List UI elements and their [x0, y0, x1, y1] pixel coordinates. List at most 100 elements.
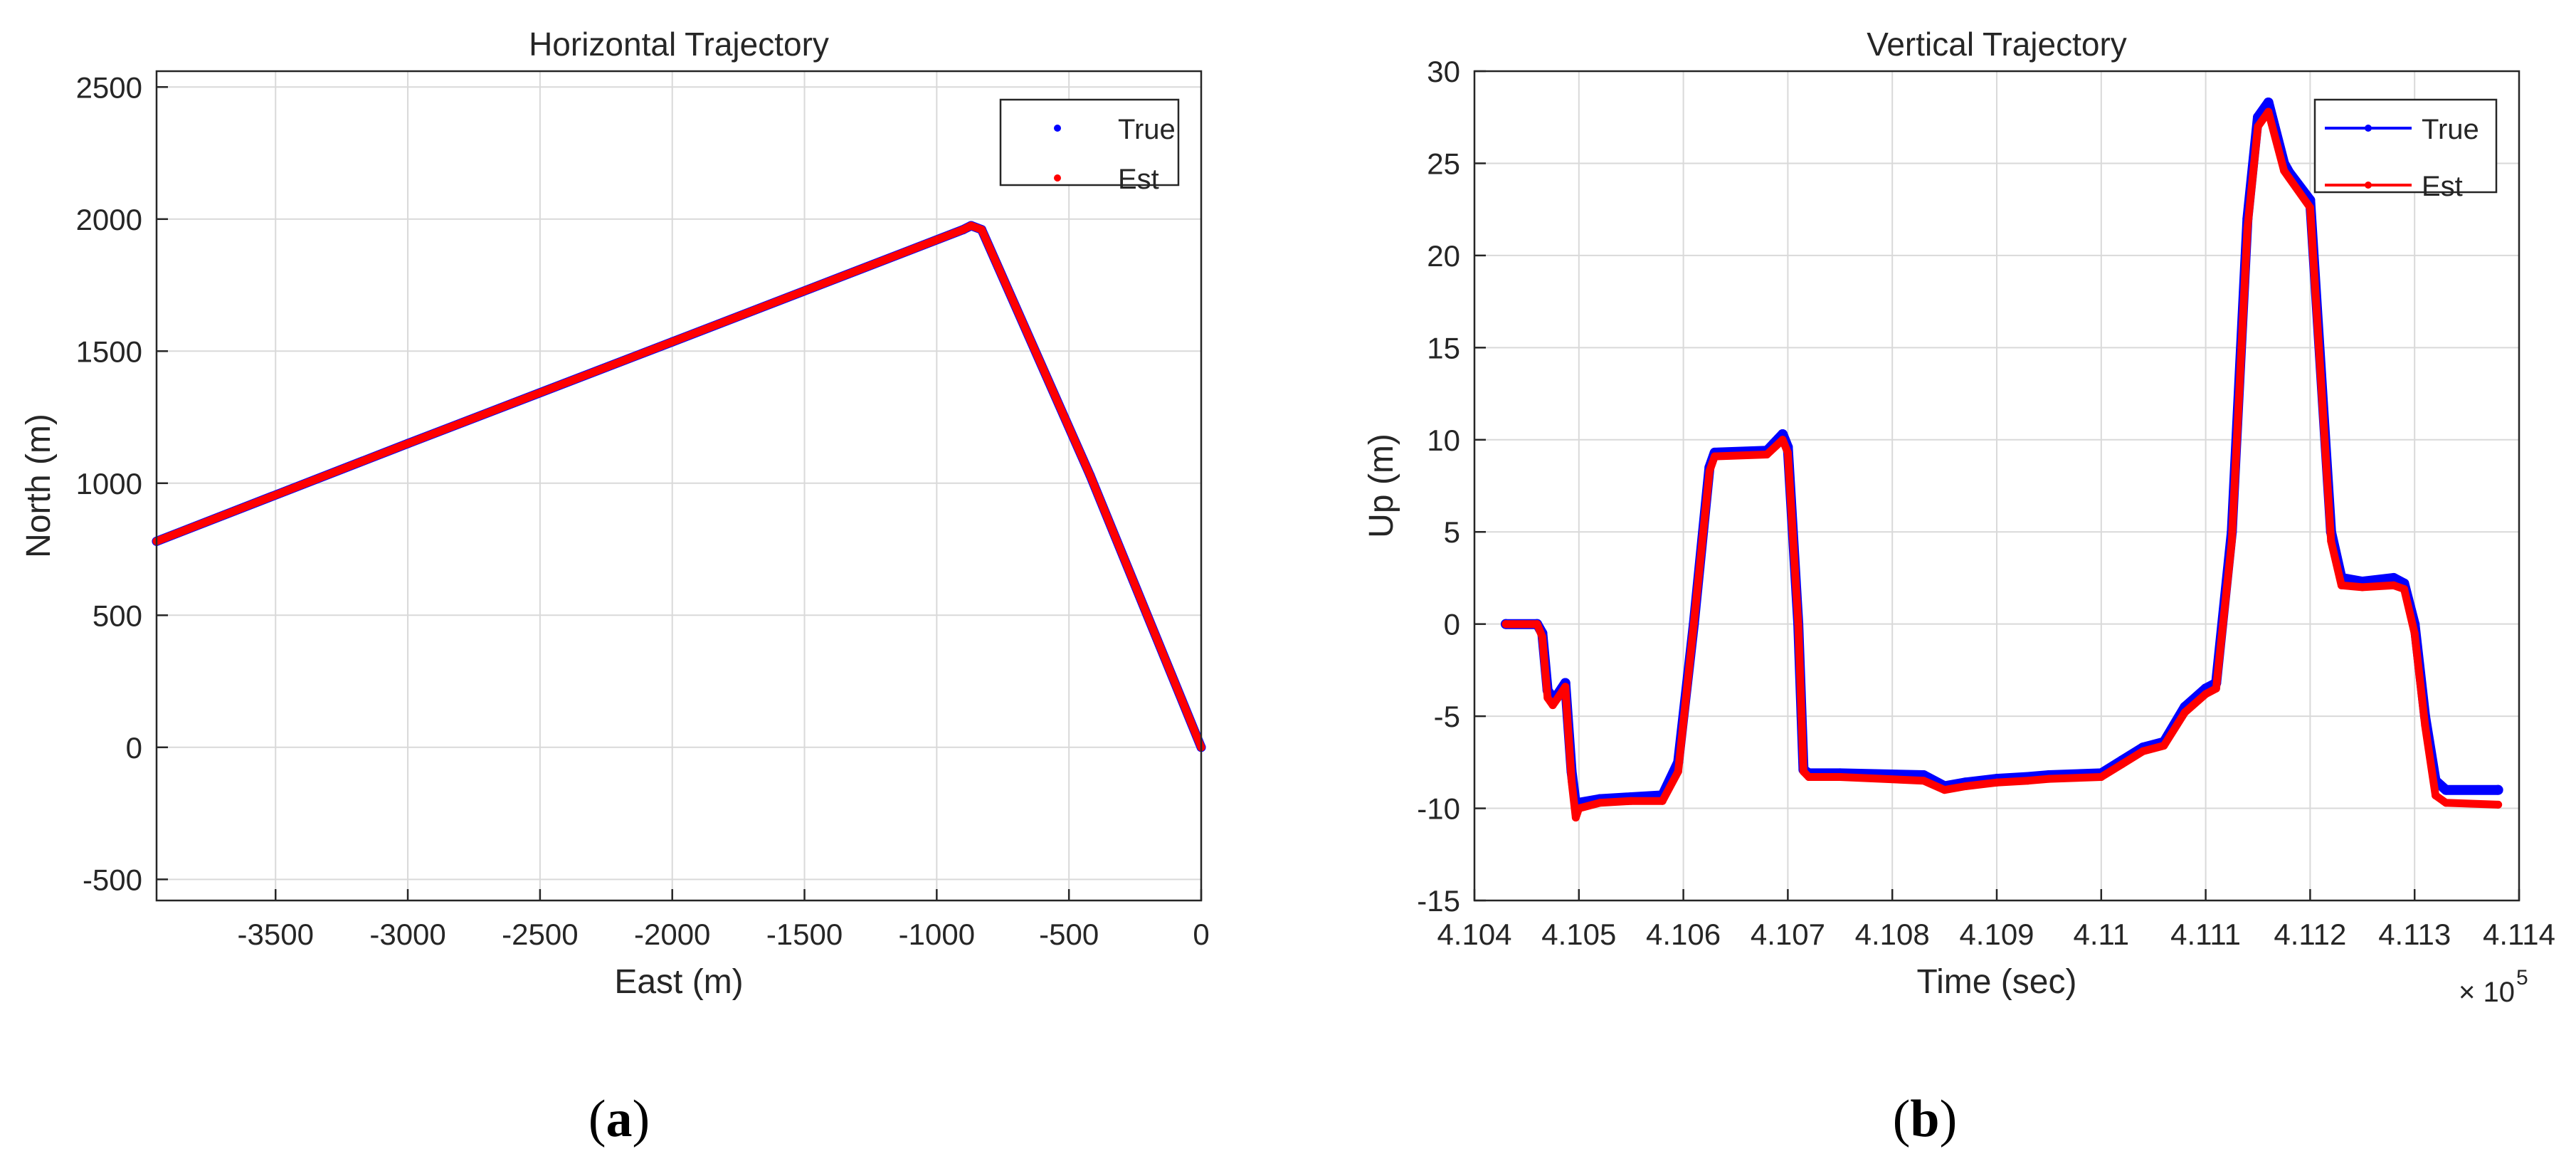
y-tick-label: 2000	[76, 203, 142, 236]
series-est-point	[1805, 773, 1813, 782]
series-est-point	[2160, 742, 2168, 750]
series-est-point	[2390, 581, 2398, 589]
series-est-point	[2044, 774, 2053, 783]
plot-area	[157, 71, 1201, 900]
y-tick-label: -15	[1417, 884, 1460, 918]
y-tick-label: 5	[1444, 515, 1460, 549]
x-tick-label: -2000	[634, 918, 710, 951]
legend-est-label: Est	[2422, 171, 2463, 202]
series-est-point	[1571, 814, 1580, 821]
series-est-point	[2180, 708, 2189, 717]
series-est-line	[152, 221, 1205, 752]
legend-true-marker	[1054, 125, 1061, 132]
series-est-point	[1595, 799, 1604, 807]
x-tick-label: 4.111	[2170, 918, 2241, 951]
legend-true-marker	[2365, 125, 2372, 132]
series-est-point	[2227, 537, 2236, 545]
series-est-point	[1533, 620, 1541, 629]
series-est-point	[967, 221, 976, 230]
series-true-point	[2493, 784, 2503, 795]
legend-est-marker	[1054, 174, 1061, 182]
series-est-point	[2212, 684, 2220, 693]
x-axis-multiplier-exponent: 5	[2516, 966, 2528, 989]
y-tick-label: 15	[1427, 331, 1460, 364]
series-est-point	[2400, 584, 2409, 593]
series-est-point	[959, 226, 968, 234]
series-est-point	[1561, 683, 1570, 691]
legend-box	[999, 98, 1180, 187]
series-true-point	[2263, 98, 2274, 108]
series-est-point	[403, 439, 412, 448]
series-est-point	[1543, 693, 1552, 702]
x-tick-label: -1000	[899, 918, 975, 951]
x-tick-label: 4.109	[1959, 918, 2034, 951]
series-est-point	[2280, 167, 2289, 175]
series-est-point	[1548, 701, 1557, 710]
series-est-point	[2337, 581, 2345, 589]
y-tick-label: 25	[1427, 147, 1460, 180]
series-est-point	[1538, 633, 1546, 641]
series-est-point	[2202, 690, 2210, 698]
series-est-point	[1794, 620, 1802, 629]
x-tick-label: -1500	[766, 918, 843, 951]
panel-label-b: (b)	[1892, 1090, 1958, 1148]
series-est-point	[2306, 204, 2314, 212]
series-est-point	[2442, 799, 2450, 807]
x-tick-label: -2500	[502, 918, 578, 951]
series-est-point	[1763, 450, 1771, 458]
series-est-point	[1674, 767, 1682, 776]
y-tick-label: 1500	[76, 335, 142, 368]
x-tick-label: 4.105	[1541, 918, 1616, 951]
x-tick-label: 4.11	[2073, 918, 2129, 951]
series-est-point	[2097, 773, 2106, 782]
legend-est-marker	[2365, 182, 2372, 189]
series-est-point	[2410, 629, 2419, 638]
series-est-point	[1627, 797, 1635, 805]
y-tick-label: -5	[1434, 700, 1460, 733]
series-est-point	[668, 337, 677, 346]
legend-true-label: True	[1118, 114, 1176, 145]
legend-true-label: True	[2422, 114, 2479, 145]
y-tick-label: 10	[1427, 424, 1460, 457]
series-true-point	[2441, 784, 2451, 795]
y-tick-label: 0	[1444, 608, 1460, 641]
y-tick-label: 500	[93, 599, 142, 632]
x-axis-label: East (m)	[614, 963, 743, 1001]
y-tick-label: 0	[126, 731, 142, 765]
series-est-point	[1992, 778, 2001, 787]
x-tick-label: 4.108	[1855, 918, 1930, 951]
series-true-point	[2388, 572, 2399, 583]
series-est-point	[2327, 537, 2335, 545]
series-est-point	[1575, 804, 1583, 813]
x-tick-label: 4.106	[1646, 918, 1721, 951]
chart-horizontal: -3500 -3000 -2500 -2000 -1500 -1000 -500 0 -500 0…	[20, 26, 1210, 1001]
y-axis-label: North (m)	[20, 414, 58, 558]
y-tick-label: -10	[1417, 792, 1460, 826]
x-tick-label: -500	[1039, 918, 1099, 951]
y-axis-label: Up (m)	[1363, 434, 1400, 538]
series-est-point	[1553, 693, 1562, 702]
series-est-point	[2432, 791, 2440, 799]
axes-box	[155, 70, 1203, 902]
series-est-point	[1941, 786, 1949, 794]
series-est-point	[1705, 467, 1714, 476]
series-est-point	[1711, 452, 1719, 461]
series-est-point	[1783, 448, 1792, 457]
y-tick-label: 30	[1427, 55, 1460, 88]
series-true-point	[1778, 429, 1788, 440]
x-tick-label: 0	[1193, 918, 1209, 951]
series-est-point	[978, 226, 986, 234]
series-est-point	[2358, 583, 2367, 592]
series-est-point	[1501, 620, 1510, 629]
x-axis-multiplier: × 10	[2459, 977, 2515, 1008]
series-est-point	[1689, 620, 1698, 629]
series-est-point	[2024, 777, 2032, 785]
series-est-point	[2421, 721, 2429, 730]
x-axis-label: Time (sec)	[1917, 963, 2077, 1001]
series-est-point	[1836, 773, 1844, 782]
series-est-point	[1568, 777, 1576, 785]
x-tick-label: 4.107	[1751, 918, 1825, 951]
series-est-point	[1799, 767, 1807, 776]
